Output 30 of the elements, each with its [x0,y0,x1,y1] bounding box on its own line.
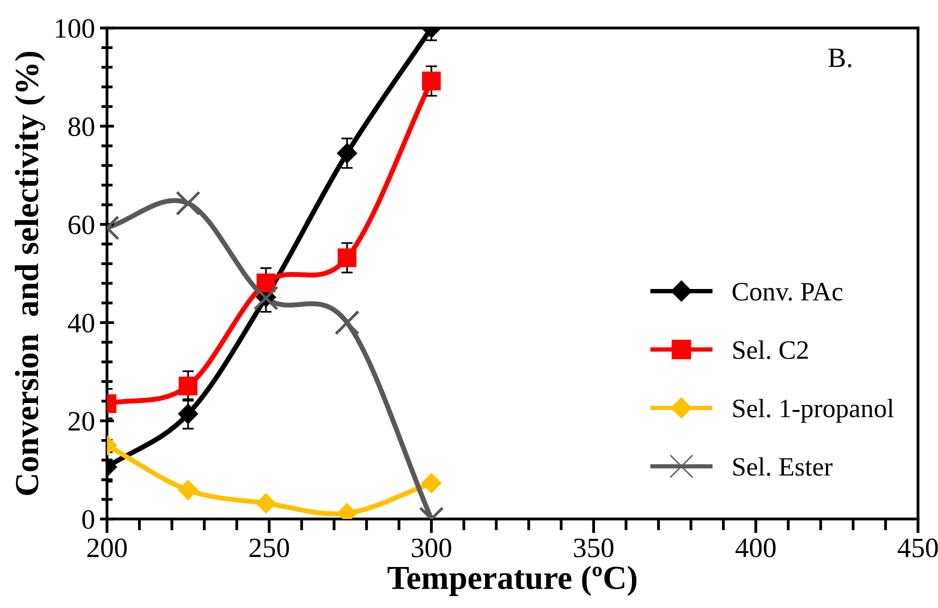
point [336,143,358,164]
x-tick-label: 200 [87,538,127,558]
legend-label: Sel. C2 [733,340,808,360]
x-tick-label: 300 [412,538,452,558]
annotation: B. [828,48,852,68]
point [178,404,198,424]
y-axis-title: Conversion and selectivity (%) [14,52,46,495]
y-tick-label: 100 [56,19,94,38]
point [422,72,441,90]
point [334,310,360,336]
y-tick-label: 20 [68,412,94,431]
y-tick-label: 60 [68,216,94,234]
x-tick-label: 350 [574,538,614,558]
point [178,480,198,500]
y-tick-label: 40 [68,314,94,333]
legend-label: Conv. PAc [732,282,842,301]
legend-label: Sel. Ester [733,457,832,476]
point [256,493,276,514]
x-tick-label: 400 [736,538,776,558]
legend-label: Sel. 1-propanol [733,398,894,423]
point [176,190,201,216]
y-tick-label: 0 [82,510,94,529]
point [178,376,198,396]
x-axis-title: Temperature (ºC) [388,566,636,596]
point [256,273,276,292]
point [421,472,442,494]
x-tick-label: 250 [250,538,289,558]
x-tick-label: 450 [898,538,938,558]
y-tick-label: 80 [68,117,94,136]
point [338,248,356,268]
